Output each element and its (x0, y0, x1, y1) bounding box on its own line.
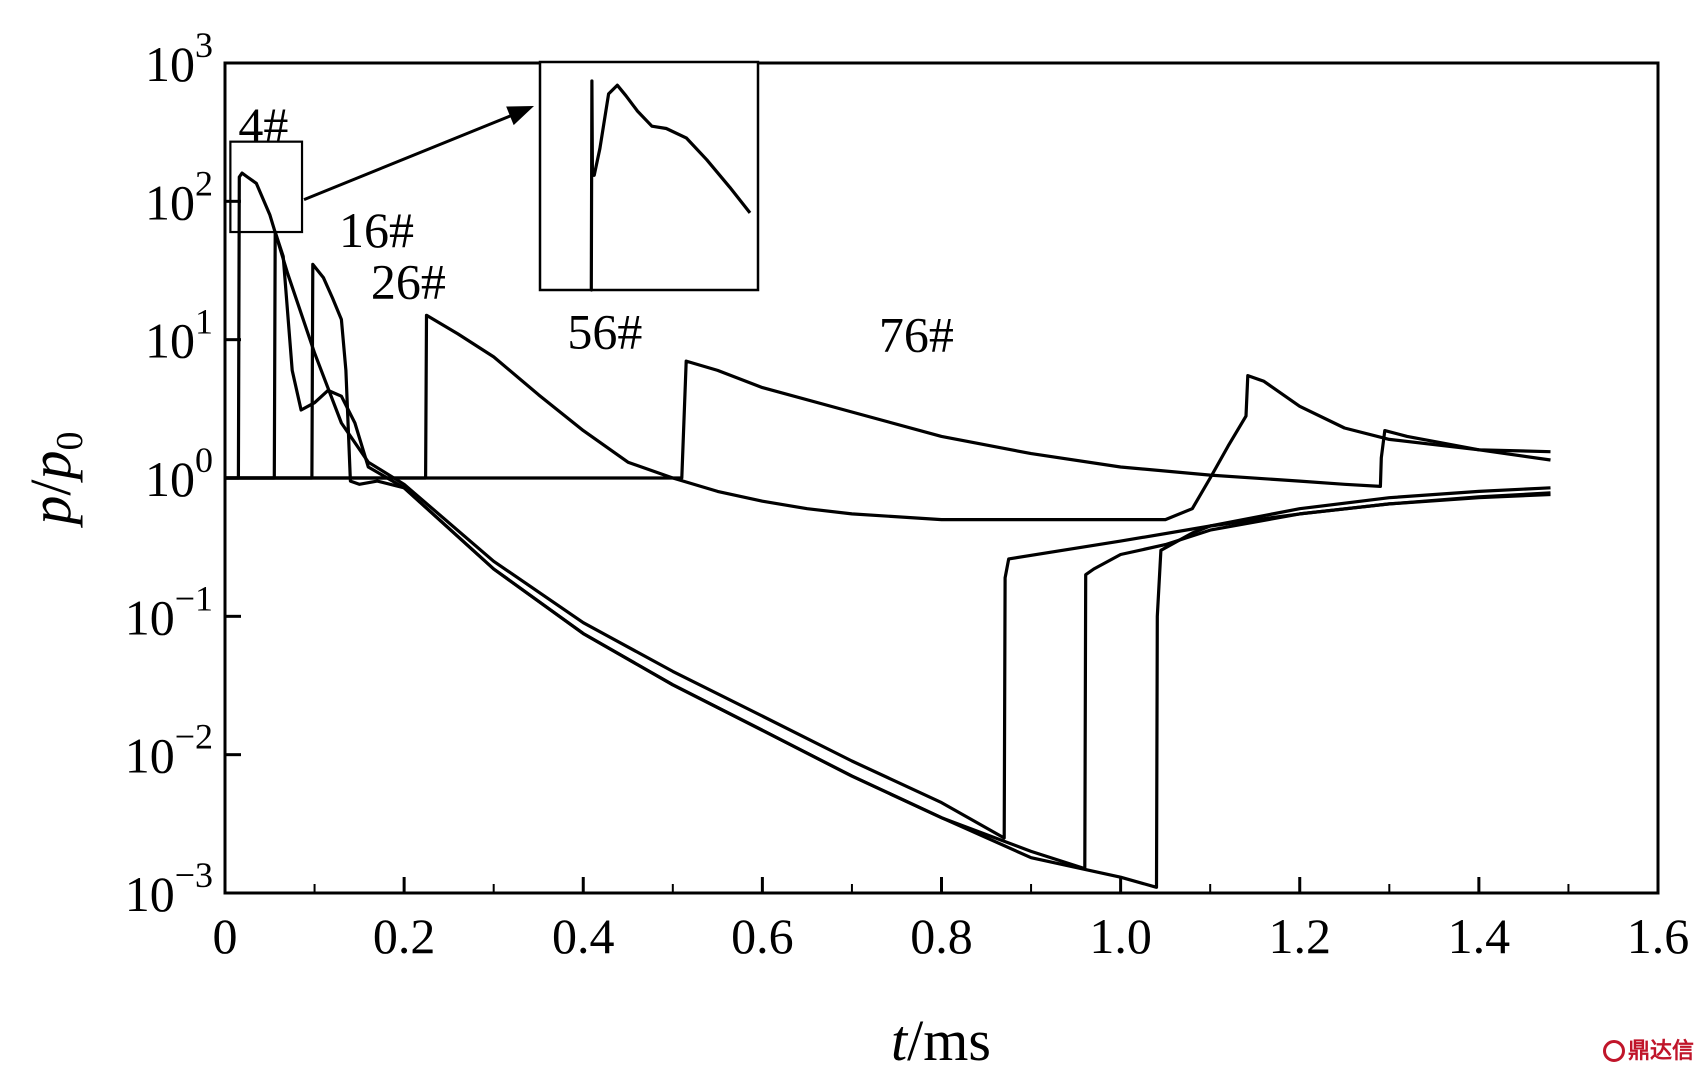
y-axis-var: p (18, 496, 83, 529)
watermark-logo-icon (1602, 1040, 1625, 1062)
x-tick-label-3: 0.6 (731, 908, 794, 964)
series-line-4 (225, 313, 1551, 522)
y-tick-label-4: 10−1 (125, 578, 213, 645)
x-tick-label-5: 1.0 (1089, 908, 1152, 964)
x-tick-label-2: 0.4 (552, 908, 615, 964)
series-label-5: 76# (879, 306, 954, 362)
inset-frame (538, 60, 760, 292)
x-tick-label-6: 1.2 (1269, 908, 1332, 964)
x-axis-title: t/ms (891, 1008, 991, 1073)
series-lines (225, 171, 1551, 889)
plot-area (223, 60, 1660, 895)
y-axis-slash: / (18, 479, 83, 496)
watermark: 鼎达信 (1602, 1033, 1694, 1065)
y-tick-label-6: 10−3 (125, 855, 213, 922)
y-tick-label-0: 103 (145, 25, 213, 92)
series-line-3 (225, 262, 1551, 889)
zoom-arrow-head-icon (506, 106, 534, 126)
y-tick-label-2: 101 (145, 302, 213, 369)
tick-labels: 0 0.2 0.4 0.6 0.8 1.0 1.2 1.4 1.6 103 102 101 100 10−… (125, 25, 1690, 964)
inset-zoom-panel (538, 60, 760, 292)
zoom-indicator (229, 106, 534, 234)
series-label-4: 56# (567, 304, 642, 360)
y-tick-label-3: 100 (145, 440, 213, 507)
series-label-2: 16# (339, 202, 414, 258)
y-tick-label-1: 102 (145, 163, 213, 230)
y-tick-label-5: 10−2 (125, 717, 213, 784)
y-axis-title: p/p0 (18, 431, 91, 528)
zoom-arrow-line (303, 110, 521, 202)
series-labels: 4# 16#26# 56# 76# (238, 97, 953, 362)
y-axis-subscript: 0 (49, 431, 91, 450)
x-tick-label-7: 1.4 (1448, 908, 1511, 964)
x-tick-label-0: 0 (213, 908, 238, 964)
watermark-text: 鼎达信 (1627, 1039, 1694, 1064)
series-label-1: 4# (238, 97, 288, 153)
x-tick-label-1: 0.2 (373, 908, 436, 964)
series-label-3: 26# (371, 254, 446, 310)
series-line-1 (225, 171, 1551, 840)
series-line-5 (225, 359, 1551, 488)
x-axis-var: t (891, 1008, 909, 1073)
x-tick-label-8: 1.6 (1627, 908, 1690, 964)
zoom-box (229, 140, 304, 234)
y-axis-var-ref: p (18, 450, 83, 483)
x-tick-label-4: 0.8 (910, 908, 973, 964)
inset-series-line (589, 79, 752, 292)
x-axis-unit: /ms (907, 1008, 991, 1073)
